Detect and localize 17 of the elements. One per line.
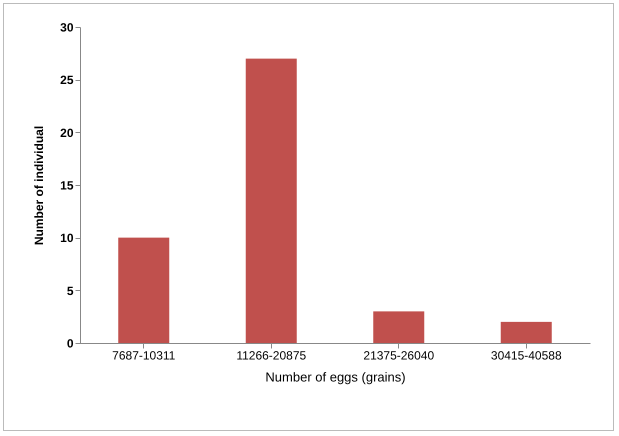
y-tick-label: 20: [60, 126, 74, 140]
y-tick-label: 25: [60, 73, 74, 88]
bar: [500, 322, 552, 343]
y-tick-label: 10: [60, 231, 74, 246]
y-tick-label: 15: [60, 178, 74, 192]
x-tick-label: 30415-40588: [490, 348, 562, 362]
bar: [118, 238, 170, 343]
bar: [373, 311, 424, 343]
y-tick-label: 30: [60, 20, 74, 34]
bar: [246, 58, 297, 343]
x-tick-label: 7687-10311: [112, 348, 176, 362]
x-axis-title: Number of eggs (grains): [265, 370, 406, 384]
x-tick-label: 21375-26040: [363, 348, 434, 362]
y-axis-title: Number of individual: [32, 126, 46, 246]
x-tick-label: 11266-20875: [236, 348, 306, 362]
y-tick-label: 5: [66, 284, 74, 298]
y-tick-label: 0: [66, 336, 74, 350]
